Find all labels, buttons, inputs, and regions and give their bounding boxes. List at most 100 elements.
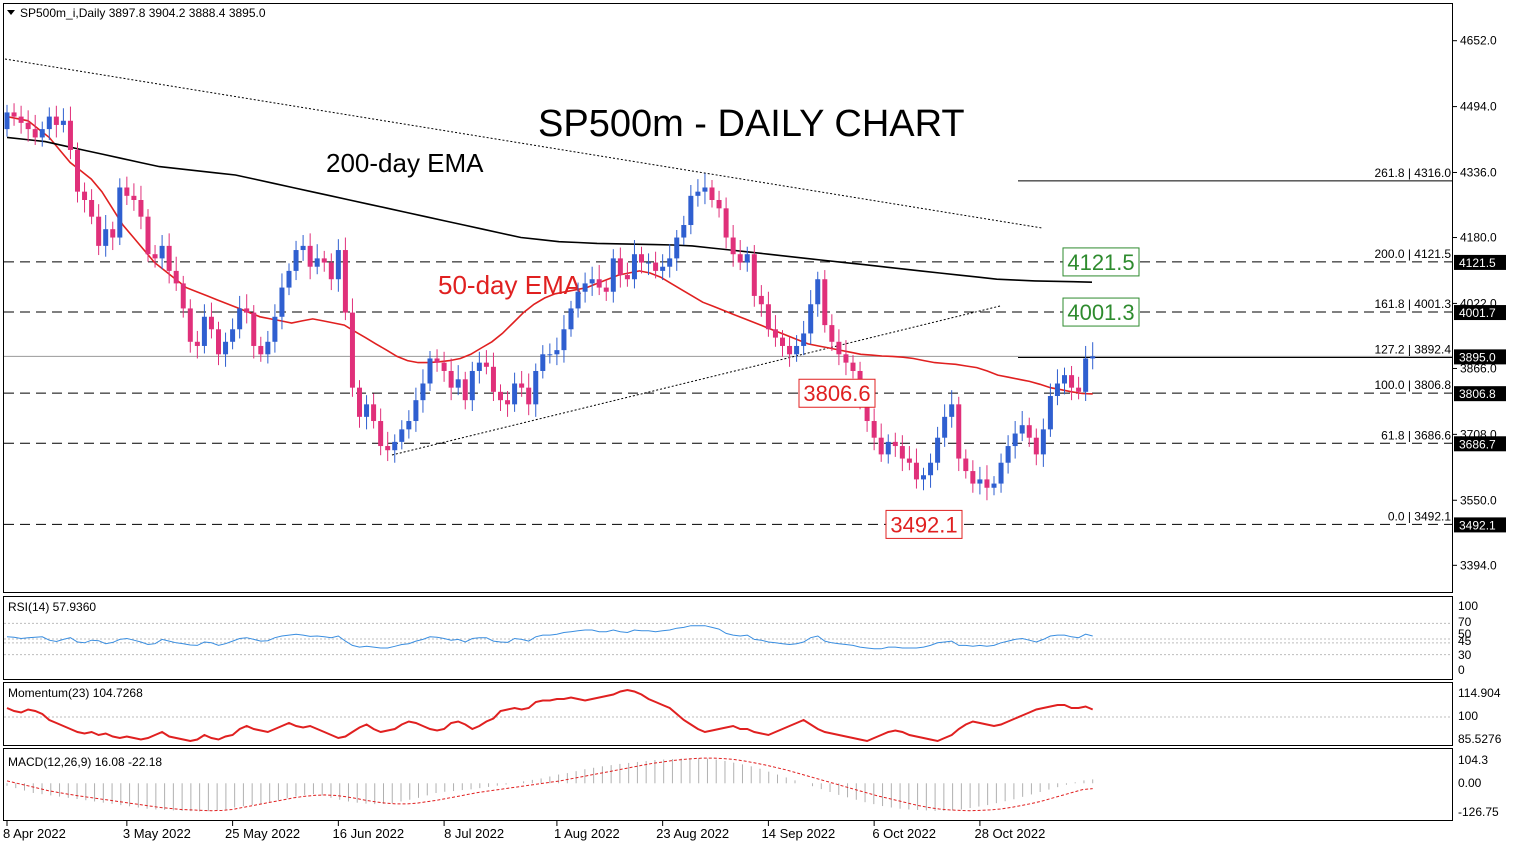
candle-body [349,312,355,388]
candle-body [617,258,623,276]
candle-body [709,187,715,200]
level-box-label-0: 4121.5 [1067,250,1134,275]
momentum-label: Momentum(23) 104.7268 [8,686,143,700]
candle-body [681,225,687,238]
candle-body [448,370,454,388]
candle-body [60,120,66,125]
candle-body [730,237,736,255]
candle-body [589,279,595,284]
fib-label-3: 127.2 | 3892.4 [1374,342,1451,356]
fib-tag-6: 3492.1 [1459,518,1496,532]
triangle-down-icon[interactable] [7,10,15,15]
candle-body [603,287,609,292]
candle-body [201,316,207,346]
candle-body [46,116,52,130]
y-tick-label: 3866.0 [1460,361,1497,375]
fib-tag-bg-2 [1454,305,1506,321]
candle-body [1026,425,1032,438]
x-tick-label: 25 May 2022 [225,826,300,841]
candle-body [970,471,976,484]
candle-body [674,237,680,259]
candle-body [575,291,581,309]
candle-body [96,216,102,246]
candle-body [568,308,574,330]
candle-body [906,458,912,463]
candle-body [244,308,250,313]
candle-body [335,250,341,280]
ema50-annotation: 50-day EMA [438,270,582,300]
rsi-panel-frame [3,596,1453,680]
level-box-3 [885,509,963,539]
candle-body [836,341,842,355]
candle-body [1033,437,1039,455]
candle-body [307,245,313,267]
fib-tag-2: 4001.7 [1459,306,1496,320]
candle-body [258,345,264,355]
candle-body [117,187,123,238]
candle-body [1040,429,1046,455]
x-tick-label: 8 Apr 2022 [3,826,66,841]
candle-body [490,366,496,392]
rsi-tick: 70 [1458,615,1472,629]
level-box-label-2: 3806.6 [803,381,870,406]
candle-body [314,258,320,267]
y-tick-label: 4652.0 [1460,34,1497,48]
fib-label-1: 200.0 | 4121.5 [1374,247,1451,261]
candle-body [512,383,518,405]
candle-body [822,279,828,326]
candle-body [265,341,271,355]
macd-tick: -126.75 [1458,805,1499,819]
candle-body [751,254,757,296]
candle-body [702,187,708,192]
candle-body [505,400,511,405]
candle-body [18,116,24,123]
candle-body [646,262,652,264]
y-tick-label: 4494.0 [1460,100,1497,114]
candle-body [25,122,31,130]
candle-body [286,270,292,288]
rsi-label: RSI(14) 57.9360 [8,600,96,614]
candle-body [378,421,384,447]
rsi-tick: 50 [1458,627,1472,641]
ema200-line [6,136,1093,283]
ema200-annotation: 200-day EMA [326,148,484,178]
candle-body [385,446,391,451]
candle-body [406,421,412,430]
candle-body [1019,425,1025,434]
y-tick-label: 4022.0 [1460,296,1497,310]
candle-body [695,191,701,196]
candle-body [631,254,637,280]
candle-body [878,437,884,455]
candle-body [272,316,278,342]
candle-body [462,379,468,401]
candle-body [787,345,793,355]
candle-body [103,229,109,246]
candle-body [293,250,299,271]
candle-body [956,404,962,459]
level-boxes: 4121.5 4001.3 3806.6 3492.1 [798,247,1140,539]
candle-body [469,370,475,401]
candle-body [180,283,186,309]
candle-body [208,316,214,330]
candle-body [300,245,306,251]
candle-body [110,229,116,238]
candle-body [892,441,898,447]
candle-body [660,266,666,271]
candle-body [864,400,870,422]
candle-body [159,245,165,259]
x-tick-label: 6 Oct 2022 [872,826,936,841]
candle-body [434,358,440,363]
candle-body [166,245,172,271]
candle-body [780,337,785,346]
candle-body [53,116,59,125]
momentum-panel: Momentum(23) 104.7268 114.904 100 85.5276 [4,686,1502,746]
x-tick-label: 8 Jul 2022 [444,826,504,841]
x-tick-label: 28 Oct 2022 [974,826,1045,841]
candle-body [124,187,130,196]
current-price-tag-bg [1454,349,1506,365]
candle-body [540,354,546,371]
candle-body [624,275,630,280]
candle-body [554,350,560,355]
candle-body [1076,387,1082,392]
